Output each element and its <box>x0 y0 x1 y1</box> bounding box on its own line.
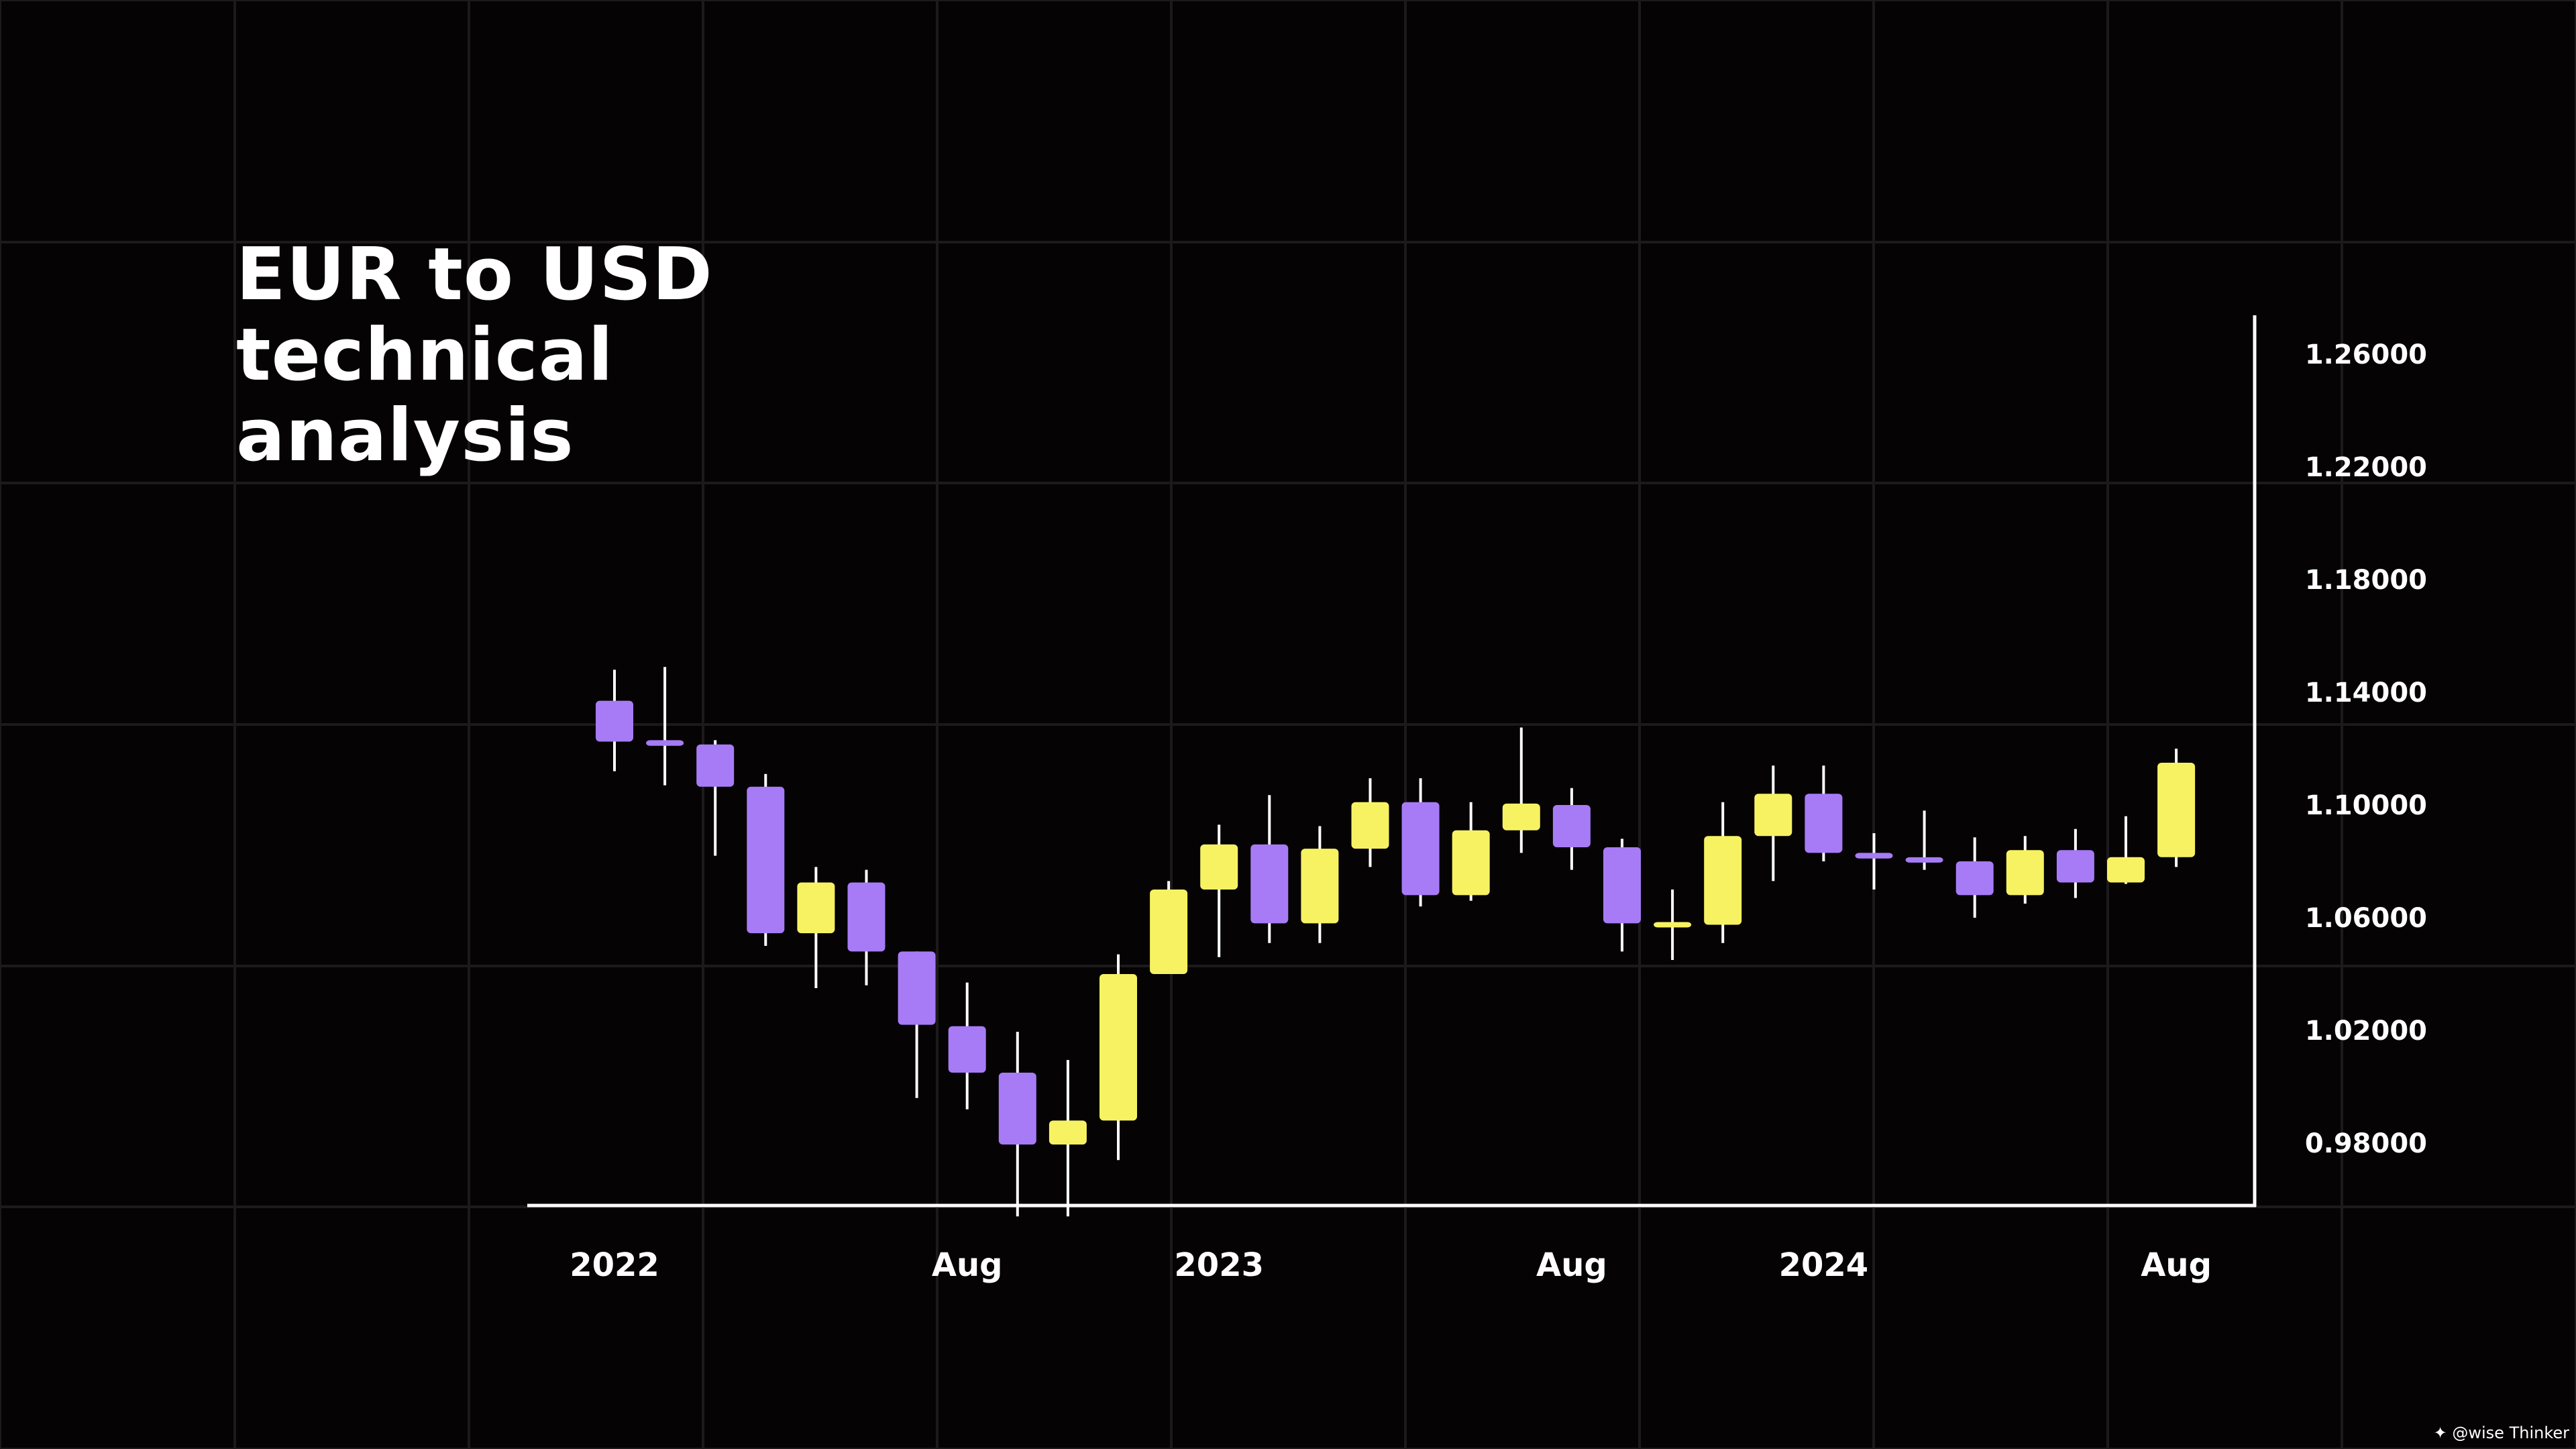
candle-body <box>2006 850 2044 896</box>
candle-body <box>1150 890 1188 974</box>
candle-body <box>1855 853 1893 859</box>
title-line-1: EUR to USD <box>236 233 713 317</box>
candle-body <box>898 951 936 1025</box>
candle-body <box>1805 794 1843 853</box>
candle <box>1452 802 1490 901</box>
candle <box>1150 881 1188 974</box>
candle <box>1401 778 1440 907</box>
chart-title: EUR to USD technical analysis <box>236 235 713 476</box>
candle-body <box>1301 849 1339 924</box>
candle-body <box>797 882 835 934</box>
candle-body <box>696 744 735 787</box>
y-tick-label: 1.26000 <box>2305 339 2427 370</box>
y-tick-label: 1.22000 <box>2305 452 2427 483</box>
candle-body <box>596 700 633 742</box>
candle <box>1754 765 1792 881</box>
candle <box>2006 836 2044 904</box>
candle-body <box>2107 857 2145 883</box>
candle <box>696 740 735 856</box>
x-tick-label: Aug <box>932 1246 1003 1284</box>
candle-body <box>646 740 684 746</box>
candle <box>797 867 835 988</box>
candle <box>1049 1060 1087 1217</box>
candle-body <box>1704 836 1742 925</box>
candle <box>1250 795 1289 943</box>
candle-body <box>847 882 885 952</box>
watermark-text: @wise Thinker <box>2452 1424 2569 1442</box>
candle-body <box>998 1073 1036 1145</box>
candle <box>1200 824 1238 957</box>
candle-body <box>1955 861 1994 896</box>
candle-body <box>1452 830 1490 896</box>
x-tick-label: Aug <box>1536 1246 1607 1284</box>
candle <box>747 773 785 946</box>
candle <box>1502 727 1540 853</box>
candle-body <box>1502 803 1540 830</box>
candle <box>1552 788 1591 870</box>
candle-body <box>747 786 785 934</box>
candle-body <box>1552 805 1591 847</box>
candle <box>1099 954 1137 1161</box>
candle <box>1654 890 1692 960</box>
candle-body <box>1401 802 1440 896</box>
candle <box>2056 828 2094 898</box>
candle-body <box>1603 847 1641 924</box>
y-tick-label: 0.98000 <box>2305 1128 2427 1159</box>
candle-body <box>2056 850 2094 883</box>
y-tick-label: 1.10000 <box>2305 790 2427 821</box>
candle-body <box>1754 794 1792 837</box>
x-tick-label: 2022 <box>570 1246 659 1284</box>
y-tick-label: 1.18000 <box>2305 565 2427 596</box>
candle-body <box>1250 844 1289 924</box>
candle-body <box>1200 844 1238 890</box>
candle-body <box>1099 974 1137 1121</box>
candle <box>2157 749 2196 867</box>
candle-body <box>948 1026 986 1073</box>
candle <box>1704 802 1742 943</box>
title-line-2: technical <box>236 313 614 397</box>
x-tick-label: Aug <box>2141 1246 2212 1284</box>
candle <box>1905 810 1943 870</box>
candle-body <box>1654 922 1692 928</box>
watermark-icon: ✦ <box>2433 1424 2453 1442</box>
candle <box>1855 833 1893 890</box>
candle-body <box>1049 1120 1087 1145</box>
candle <box>646 667 684 786</box>
y-tick-label: 1.06000 <box>2305 903 2427 934</box>
candle <box>596 669 633 771</box>
candle <box>1955 837 1994 918</box>
candle <box>948 982 986 1110</box>
candle <box>1351 778 1389 867</box>
candle <box>998 1032 1036 1217</box>
candle <box>898 951 936 1098</box>
candle <box>1301 826 1339 943</box>
watermark: ✦ @wise Thinker <box>2434 1424 2569 1442</box>
title-line-3: analysis <box>236 394 574 478</box>
candle-body <box>1351 802 1389 849</box>
candle <box>847 869 885 985</box>
candle-body <box>2157 763 2196 857</box>
candle <box>1805 765 1843 861</box>
y-tick-label: 1.02000 <box>2305 1016 2427 1046</box>
x-tick-label: 2023 <box>1174 1246 1264 1284</box>
y-tick-label: 1.14000 <box>2305 678 2427 708</box>
candle-body <box>1905 857 1943 863</box>
candle <box>1603 839 1641 952</box>
x-tick-label: 2024 <box>1779 1246 1869 1284</box>
candle <box>2107 816 2145 884</box>
